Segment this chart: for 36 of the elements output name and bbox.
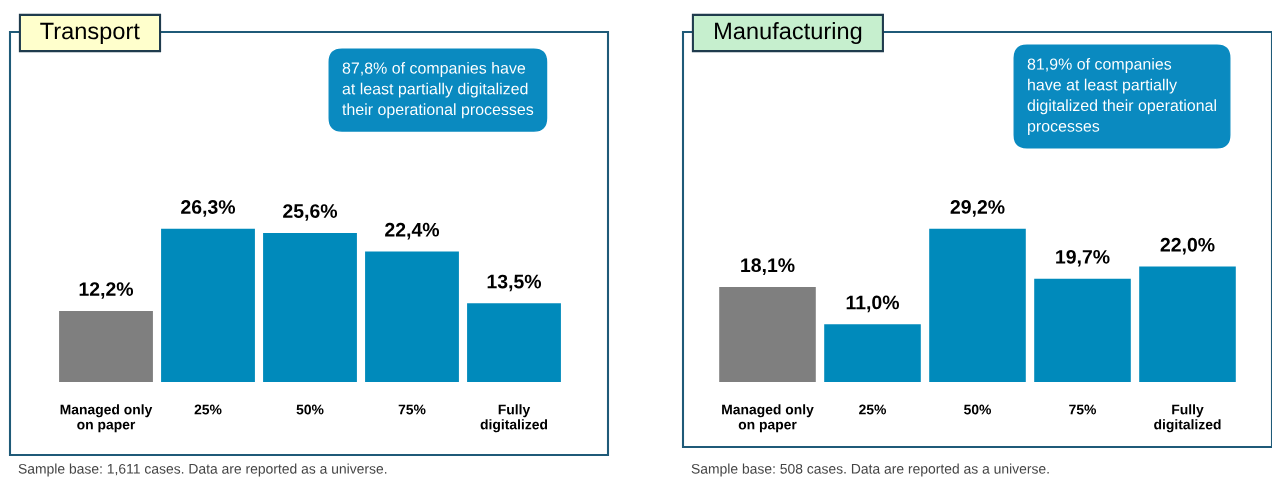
bar — [824, 324, 921, 382]
data-label: 19,7% — [1056, 249, 1110, 267]
bar — [467, 303, 561, 382]
data-label: 18,1% — [741, 258, 795, 275]
x-tick-label: 25% — [859, 404, 887, 415]
data-label: 12,2% — [79, 282, 134, 299]
x-tick-label: 50% — [964, 404, 992, 415]
x-tick-label: Fully digitalized — [1154, 404, 1221, 433]
data-label: 26,3% — [181, 200, 236, 217]
bar — [263, 232, 357, 382]
chart-title: Manufacturing — [715, 22, 862, 44]
bar — [161, 228, 255, 382]
bar — [1034, 278, 1131, 382]
x-tick-label: Managed only on paper — [722, 404, 814, 433]
x-tick-label: 75% — [1069, 404, 1097, 415]
x-tick-label: Managed only on paper — [60, 404, 153, 433]
bar — [929, 228, 1026, 382]
data-label: 11,0% — [846, 295, 900, 313]
x-tick-label: 75% — [398, 404, 426, 415]
text: Sample base: 1,611 cases. Data are reported as a universe. — [18, 463, 387, 477]
data-label: 29,2% — [950, 200, 1005, 217]
data-label: 22,4% — [385, 222, 440, 240]
x-tick-label: Fully digitalized — [480, 404, 548, 433]
bar — [365, 251, 459, 382]
text: 87,8% of companies have at least partially digitalized their operational processes — [342, 62, 534, 119]
data-label: 25,6% — [283, 204, 338, 221]
x-tick-label: 25% — [194, 404, 222, 415]
chart-title: Transport — [40, 22, 140, 44]
bar — [719, 287, 816, 382]
text: 81,9% of companies have at least partially digitalized their operational processes — [1027, 58, 1216, 135]
bar — [59, 310, 153, 382]
bar — [1139, 266, 1236, 382]
data-label: 13,5% — [487, 274, 542, 292]
data-label: 22,0% — [1160, 237, 1215, 255]
text: Sample base: 508 cases. Data are reported as a universe. — [691, 463, 1049, 477]
x-tick-label: 50% — [296, 404, 324, 415]
